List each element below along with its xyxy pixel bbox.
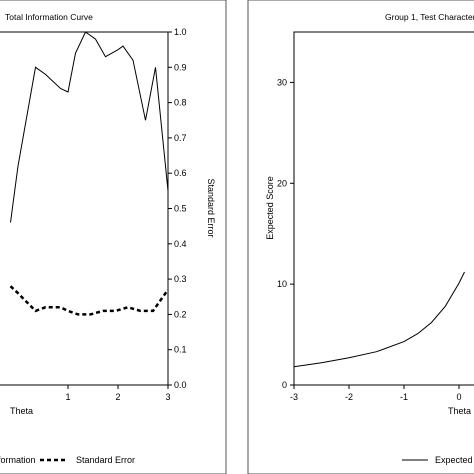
left-y2-tick-label: 0.5: [174, 204, 187, 214]
right-x-tick-label: -3: [290, 392, 298, 402]
right-y-tick-label: 20: [277, 178, 287, 188]
legend-label-formation: formation: [0, 455, 36, 465]
right-chart-title: Group 1, Test Characteri: [385, 12, 474, 22]
left-panel-frame: [0, 0, 227, 474]
left-y2-axis: 0.0 0.1 0.2 0.3 0.4 0.5 0.6 0.7 0.8 0.9 1.0: [168, 27, 187, 390]
right-series-group: [293, 271, 465, 368]
left-x-tick-label: 1: [65, 392, 70, 402]
legend-label-standard-error: Standard Error: [76, 455, 135, 465]
right-panel-frame: [247, 0, 474, 474]
left-chart-title: Total Information Curve: [5, 12, 93, 22]
right-y-axis: 0 10 20 30: [277, 77, 294, 390]
left-y2-tick-label: 0.0: [174, 380, 187, 390]
right-y-tick-label: 0: [282, 380, 287, 390]
left-y2-tick-label: 0.3: [174, 274, 187, 284]
left-y2-tick-label: 0.6: [174, 168, 187, 178]
right-plot-area: [293, 31, 474, 386]
information-line: [10, 31, 169, 223]
left-y2-tick-label: 0.1: [174, 345, 187, 355]
right-x-tick-label: -2: [345, 392, 353, 402]
left-y2-tick-label: 1.0: [174, 27, 187, 37]
left-series-group: [9, 31, 170, 316]
left-x-axis-label: Theta: [10, 406, 33, 416]
right-chart: Group 1, Test Characteri 0 10 20 30 -3 -2 -1 0…: [247, 0, 474, 474]
standard-error-line: [9, 285, 170, 316]
left-x-axis: 1 2 3: [65, 385, 171, 402]
left-y2-axis-label: Standard Error: [206, 178, 216, 237]
right-x-axis-label: Theta: [448, 406, 471, 416]
right-y-axis-label: Expected Score: [265, 176, 275, 240]
left-plot-area: [0, 31, 169, 386]
left-x-tick-label: 2: [115, 392, 120, 402]
right-y-tick-label: 10: [277, 279, 287, 289]
left-x-tick-label: 3: [165, 392, 170, 402]
left-y2-tick-label: 0.7: [174, 133, 187, 143]
right-x-tick-label: 0: [456, 392, 461, 402]
left-y2-tick-label: 0.4: [174, 239, 187, 249]
right-x-tick-label: -1: [400, 392, 408, 402]
right-x-axis: -3 -2 -1 0: [290, 385, 462, 402]
left-chart: Total Information Curve 0.00.10.20.30.40…: [0, 0, 227, 474]
left-y2-tick-label: 0.2: [174, 309, 187, 319]
expected-score-line: [293, 271, 465, 368]
left-y2-tick-label: 0.8: [174, 98, 187, 108]
right-y-tick-label: 30: [277, 77, 287, 87]
legend-label-expected: Expected: [435, 455, 473, 465]
left-y2-tick-label: 0.9: [174, 62, 187, 72]
